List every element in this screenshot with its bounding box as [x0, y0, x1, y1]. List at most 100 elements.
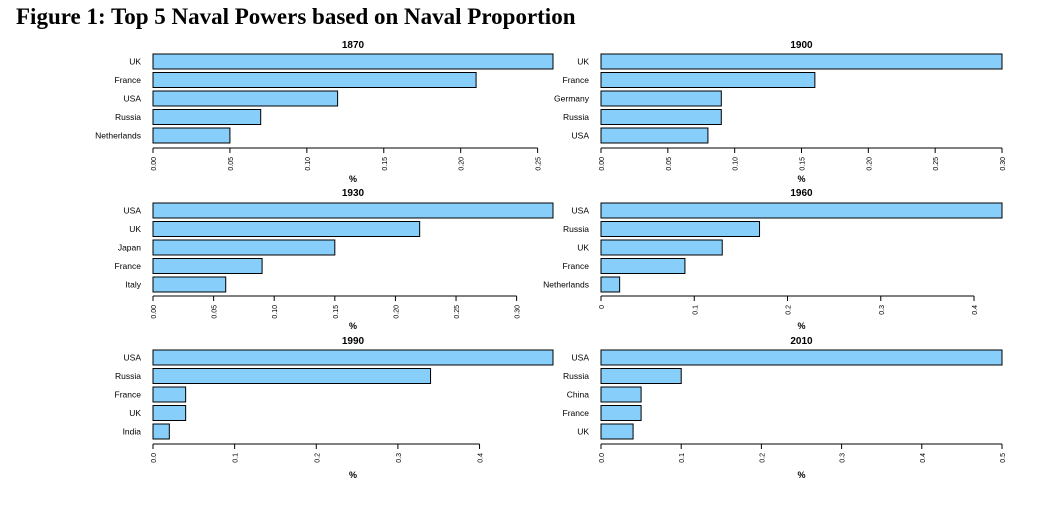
x-tick-label: 0: [599, 305, 606, 309]
x-tick-label: 0.25: [933, 157, 940, 171]
bar: [152, 349, 554, 366]
panel-title: 1930: [342, 188, 365, 199]
x-tick-label: 0.20: [459, 157, 466, 171]
category-label: USA: [124, 94, 142, 104]
bar: [152, 53, 554, 70]
panel-title: 1960: [790, 188, 813, 199]
x-tick-label: 0.3: [840, 453, 847, 463]
panel-title: 1990: [342, 336, 365, 347]
x-axis-label: %: [797, 321, 805, 331]
x-tick-label: 0.0: [151, 453, 158, 463]
bar: [600, 109, 722, 125]
x-tick-label: 0.20: [393, 305, 400, 319]
x-tick-label: 0.05: [212, 305, 219, 319]
x-tick-label: 0.4: [478, 453, 485, 463]
x-tick-label: 0.4: [920, 453, 927, 463]
x-tick-label: 0.1: [679, 453, 686, 463]
bar: [152, 109, 262, 125]
figure-title: Figure 1: Top 5 Naval Powers based on Na…: [16, 4, 576, 29]
x-tick-label: 0.15: [382, 157, 389, 171]
x-axis-label: %: [349, 174, 357, 184]
category-label: China: [567, 390, 589, 400]
bar: [600, 258, 686, 274]
x-tick-label: 0.3: [396, 453, 403, 463]
x-axis-label: %: [349, 470, 357, 480]
category-label: UK: [129, 57, 141, 67]
category-label: France: [563, 75, 590, 85]
category-label: USA: [572, 131, 590, 141]
x-tick-label: 0.25: [536, 157, 543, 171]
x-tick-label: 0.00: [599, 157, 606, 171]
category-label: Russia: [563, 224, 589, 234]
category-label: Netherlands: [95, 131, 141, 141]
bar: [600, 72, 816, 88]
bar: [600, 127, 709, 144]
bar: [152, 202, 554, 219]
x-tick-label: 0.30: [1000, 157, 1007, 171]
x-tick-label: 0.00: [151, 305, 158, 319]
category-label: UK: [129, 408, 141, 418]
x-axis-label: %: [349, 321, 357, 331]
category-label: Germany: [554, 94, 590, 104]
category-label: India: [123, 427, 142, 437]
bar: [600, 53, 1003, 70]
bar: [152, 368, 432, 384]
category-label: USA: [572, 206, 590, 216]
category-label: UK: [129, 224, 141, 234]
category-label: Russia: [115, 371, 141, 381]
bar: [152, 72, 477, 88]
x-tick-label: 0.0: [599, 453, 606, 463]
category-label: USA: [124, 206, 142, 216]
x-tick-label: 0.15: [333, 305, 340, 319]
x-tick-label: 0.25: [454, 305, 461, 319]
bar: [600, 239, 723, 256]
category-label: Japan: [118, 243, 141, 253]
x-tick-label: 0.2: [314, 453, 321, 463]
bar: [152, 127, 231, 144]
bar: [152, 423, 170, 440]
category-label: UK: [577, 243, 589, 253]
category-label: UK: [577, 57, 589, 67]
category-label: Russia: [563, 371, 589, 381]
x-tick-label: 0.15: [800, 157, 807, 171]
panel-title: 2010: [790, 336, 813, 347]
x-tick-label: 0.1: [692, 305, 699, 315]
bar: [600, 221, 761, 237]
category-label: Russia: [563, 112, 589, 122]
x-tick-label: 0.2: [786, 305, 793, 315]
bar: [152, 239, 336, 256]
category-label: USA: [572, 353, 590, 363]
category-label: Italy: [125, 280, 141, 290]
x-tick-label: 0.10: [733, 157, 740, 171]
panel-title: 1900: [790, 40, 813, 51]
bar: [600, 405, 642, 421]
category-label: France: [563, 408, 590, 418]
x-tick-label: 0.05: [228, 157, 235, 171]
bar: [152, 90, 339, 107]
category-label: France: [115, 261, 142, 271]
category-label: France: [563, 261, 590, 271]
bar: [600, 276, 621, 293]
bar: [152, 221, 421, 237]
bar: [600, 423, 634, 440]
category-label: Netherlands: [543, 280, 589, 290]
bar: [152, 258, 263, 274]
x-tick-label: 0.30: [515, 305, 522, 319]
x-axis-label: %: [797, 470, 805, 480]
bar: [600, 202, 1003, 219]
x-tick-label: 0.4: [972, 305, 979, 315]
bar: [600, 386, 642, 403]
x-tick-label: 0.20: [866, 157, 873, 171]
x-tick-label: 0.10: [272, 305, 279, 319]
category-label: UK: [577, 427, 589, 437]
category-label: France: [115, 75, 142, 85]
x-axis-label: %: [797, 174, 805, 184]
panel-title: 1870: [342, 40, 365, 51]
bar: [600, 349, 1003, 366]
x-tick-label: 0.10: [305, 157, 312, 171]
x-tick-label: 0.05: [666, 157, 673, 171]
bar: [600, 90, 722, 107]
x-tick-label: 0.1: [233, 453, 240, 463]
bar: [152, 405, 187, 421]
